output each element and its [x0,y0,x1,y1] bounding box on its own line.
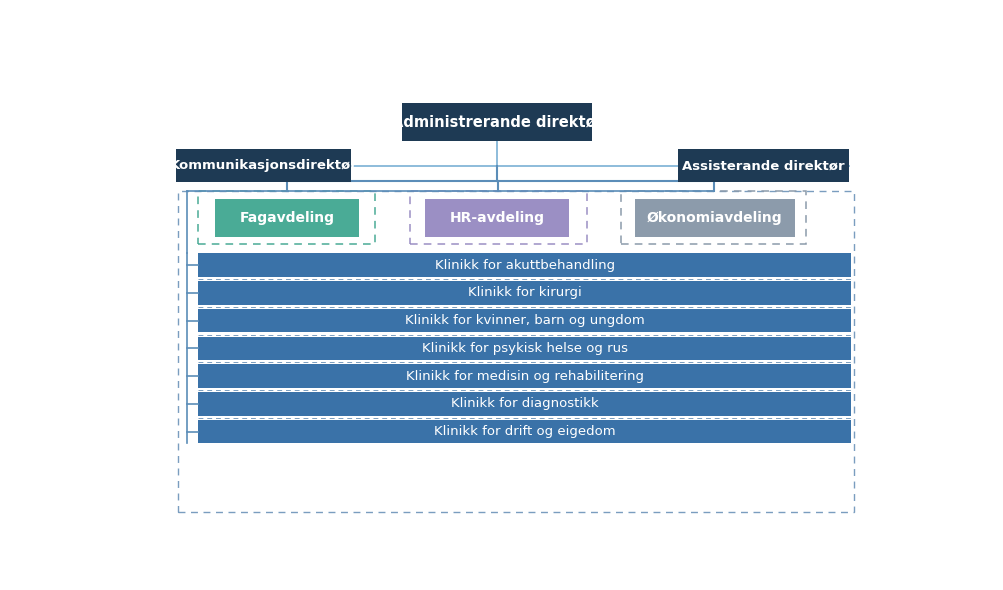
FancyBboxPatch shape [677,149,849,182]
Text: Assisterande direktør: Assisterande direktør [682,159,844,172]
FancyBboxPatch shape [198,392,851,415]
Text: Klinikk for kvinner, barn og ungdom: Klinikk for kvinner, barn og ungdom [404,314,644,327]
FancyBboxPatch shape [198,309,851,333]
Text: Klinikk for psykisk helse og rus: Klinikk for psykisk helse og rus [421,342,627,355]
FancyBboxPatch shape [198,281,851,305]
Text: Klinikk for kirurgi: Klinikk for kirurgi [467,287,581,300]
Text: Klinikk for akuttbehandling: Klinikk for akuttbehandling [434,259,614,272]
FancyBboxPatch shape [635,199,794,237]
Text: Kommunikasjonsdirektør: Kommunikasjonsdirektør [170,159,357,172]
Text: Klinikk for medisin og rehabilitering: Klinikk for medisin og rehabilitering [405,369,643,382]
FancyBboxPatch shape [198,336,851,360]
FancyBboxPatch shape [401,103,592,141]
Text: Økonomiavdeling: Økonomiavdeling [647,211,782,225]
Text: Administrerande direktør: Administrerande direktør [391,114,602,129]
FancyBboxPatch shape [424,199,569,237]
Text: Fagavdeling: Fagavdeling [240,211,334,225]
Text: Klinikk for diagnostikk: Klinikk for diagnostikk [450,397,598,410]
FancyBboxPatch shape [176,149,351,182]
FancyBboxPatch shape [198,254,851,277]
FancyBboxPatch shape [198,364,851,388]
FancyBboxPatch shape [215,199,359,237]
Text: Klinikk for drift og eigedom: Klinikk for drift og eigedom [433,425,615,438]
FancyBboxPatch shape [198,419,851,443]
Text: HR-avdeling: HR-avdeling [449,211,544,225]
